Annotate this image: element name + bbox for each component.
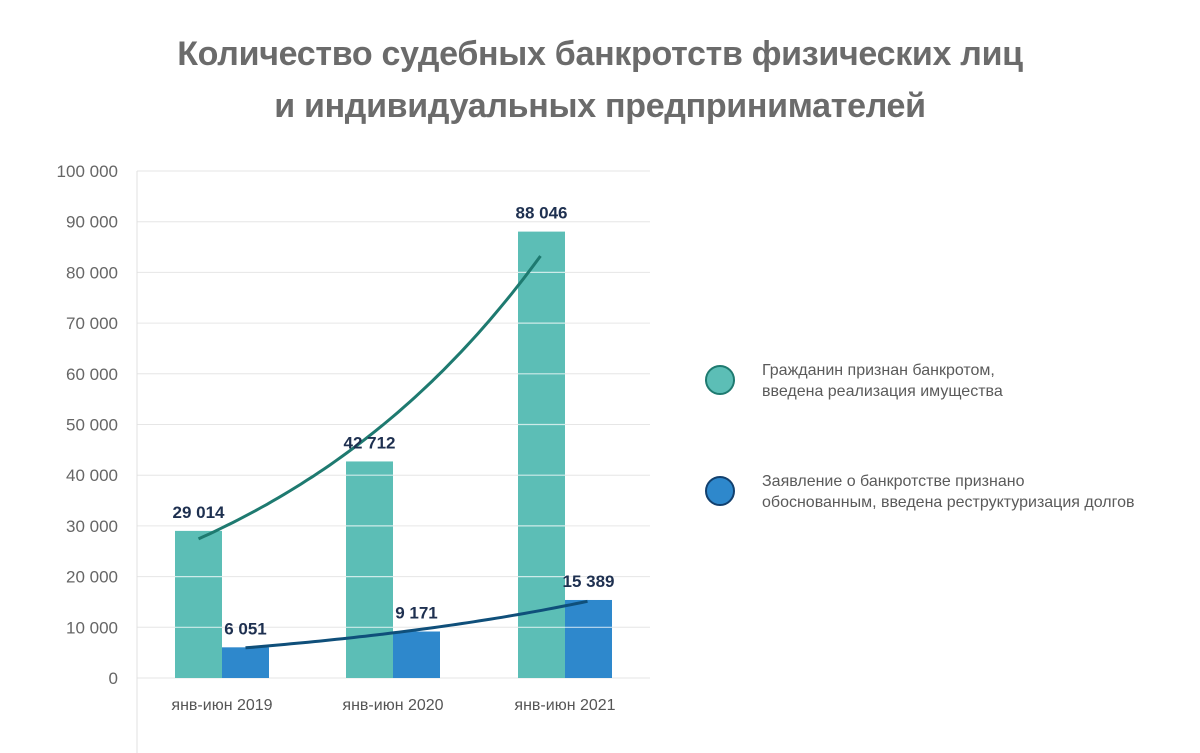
legend-item-realization: Гражданин признан банкротом, введена реа…	[705, 362, 1175, 425]
legend-label-restructuring-line-2: обоснованным, введена реструктуризация д…	[762, 494, 1135, 511]
legend-label-realization-line-1: Гражданин признан банкротом,	[762, 362, 995, 379]
x-tick-label: янв-июн 2019	[171, 697, 272, 714]
data-label: 6 051	[224, 619, 267, 638]
bar	[565, 599, 612, 678]
y-tick-label: 0	[109, 669, 118, 688]
data-label: 29 014	[173, 503, 226, 522]
y-tick-label: 90 000	[66, 213, 118, 232]
legend-label-realization-line-2: введена реализация имущества	[762, 383, 1003, 400]
x-tick-label: янв-июн 2021	[514, 697, 615, 714]
y-tick-label: 40 000	[66, 466, 118, 485]
legend-item-restructuring: Заявление о банкротстве признано обоснов…	[705, 473, 1175, 536]
bar	[346, 461, 393, 678]
bar	[518, 231, 565, 678]
bar	[393, 631, 440, 678]
y-tick-label: 80 000	[66, 263, 118, 282]
legend-swatch-restructuring	[705, 476, 735, 506]
bar	[222, 647, 269, 678]
y-tick-label: 70 000	[66, 314, 118, 333]
y-tick-label: 20 000	[66, 568, 118, 587]
y-tick-label: 10 000	[66, 618, 118, 637]
trendline	[197, 255, 542, 541]
data-label: 15 389	[563, 572, 615, 591]
y-tick-label: 50 000	[66, 416, 118, 435]
chart-title-line-2: и индивидуальных предпринимателей	[274, 87, 926, 125]
data-label: 88 046	[516, 204, 568, 223]
legend-label-realization: Гражданин признан банкротом, введена реа…	[762, 360, 1182, 402]
y-tick-label: 100 000	[57, 162, 118, 181]
legend-label-restructuring: Заявление о банкротстве признано обоснов…	[762, 471, 1182, 513]
chart-title: Количество судебных банкротств физически…	[0, 28, 1200, 132]
bar	[175, 530, 222, 678]
chart-title-line-1: Количество судебных банкротств физически…	[177, 35, 1023, 73]
y-tick-label: 60 000	[66, 365, 118, 384]
legend-swatch-realization	[705, 365, 735, 395]
data-label: 42 712	[344, 433, 396, 452]
x-tick-label: янв-июн 2020	[342, 697, 443, 714]
data-label: 9 171	[395, 604, 438, 623]
trendline	[245, 599, 588, 650]
legend-label-restructuring-line-1: Заявление о банкротстве признано	[762, 473, 1025, 490]
y-tick-label: 30 000	[66, 517, 118, 536]
